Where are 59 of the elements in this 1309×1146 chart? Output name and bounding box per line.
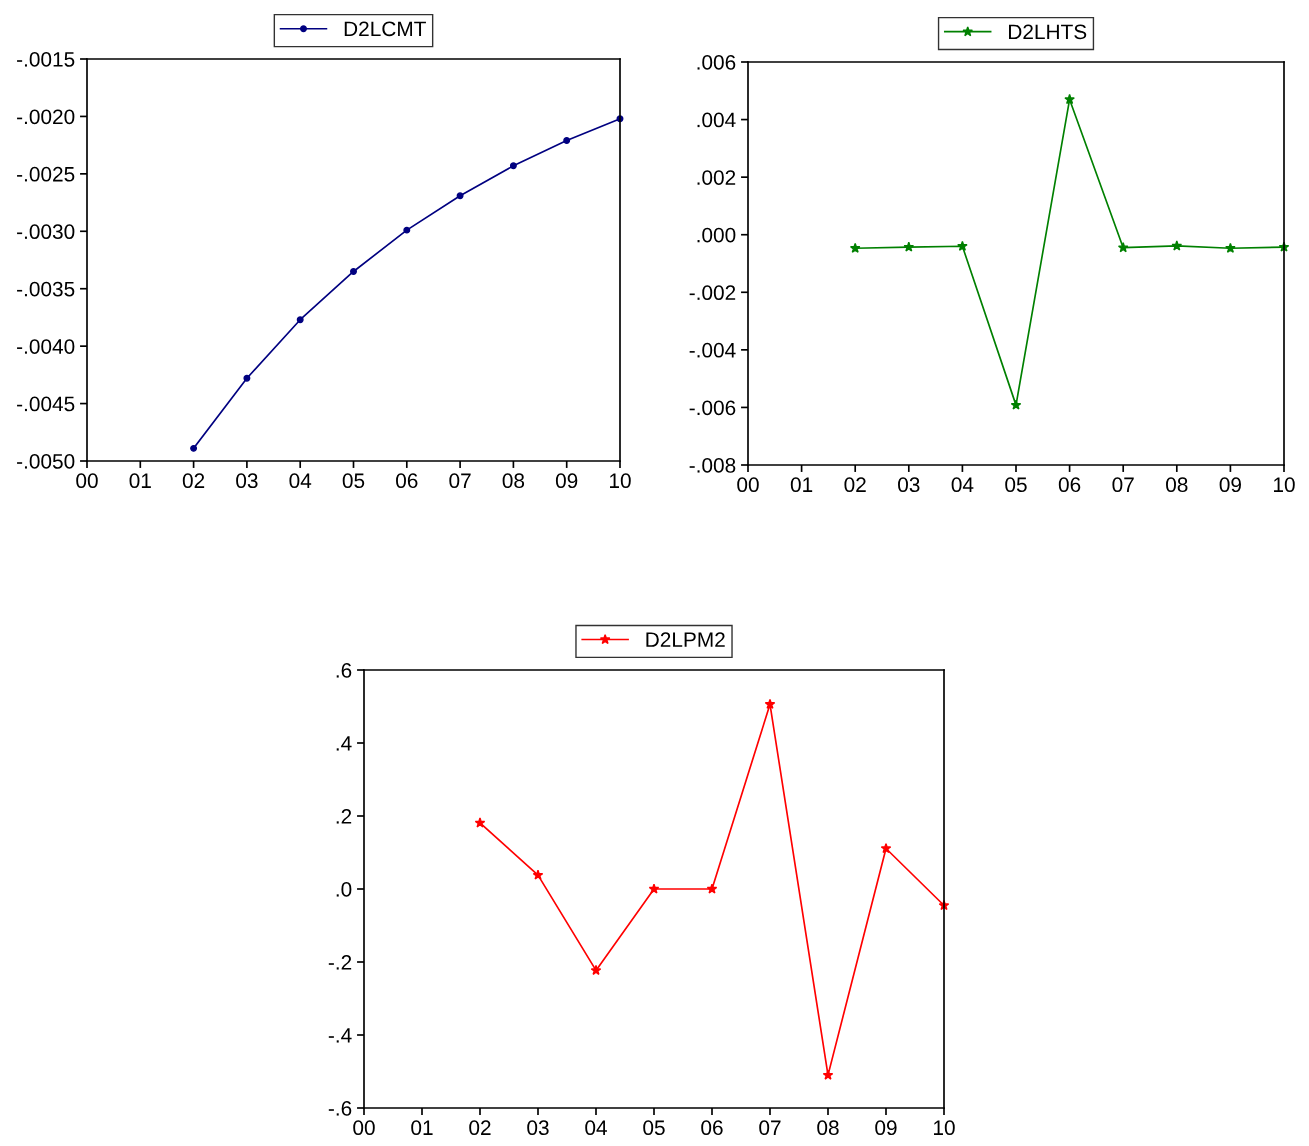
x-tick-label: 09 [875, 1120, 897, 1136]
x-tick-label: 09 [1219, 477, 1241, 493]
y-tick-label: -.008 [689, 458, 736, 473]
x-tick-label: 03 [527, 1120, 549, 1136]
x-tick-label: 05 [1005, 477, 1027, 493]
y-tick-label: .002 [697, 170, 736, 185]
x-tick-label: 10 [610, 473, 631, 489]
x-tick-label: 06 [701, 1120, 723, 1136]
x-tick-label: 00 [353, 1120, 375, 1136]
x-tick-label: 05 [643, 1120, 665, 1136]
x-tick-label: 04 [289, 473, 312, 489]
x-tick-label: 10 [1274, 477, 1295, 493]
y-tick-label: -.0045 [17, 396, 75, 412]
y-tick-label: .000 [697, 227, 736, 243]
x-tick-label: 10 [934, 1120, 955, 1136]
x-tick-label: 01 [790, 477, 813, 493]
y-tick-label: .006 [697, 55, 736, 70]
y-tick-label: -.002 [689, 285, 736, 301]
x-tick-label: 07 [1112, 477, 1134, 493]
y-tick-label: .4 [336, 736, 352, 751]
x-tick-label: 04 [585, 1120, 607, 1136]
y-tick-label: -.0040 [17, 339, 75, 354]
x-tick-label: 08 [1166, 477, 1188, 493]
y-tick-label: -.0030 [17, 224, 75, 240]
y-tick-label: -.4 [328, 1028, 352, 1043]
x-tick-label: 01 [129, 473, 151, 489]
y-tick-label: .0 [336, 882, 352, 897]
x-tick-label: 07 [759, 1120, 781, 1136]
x-tick-label: 00 [737, 477, 759, 493]
y-tick-label: -.006 [689, 400, 736, 416]
y-tick-label: -.004 [689, 342, 736, 358]
legend-label: D2LCMT [344, 21, 426, 37]
x-tick-label: 08 [502, 473, 525, 489]
x-tick-label: 07 [449, 473, 471, 489]
y-tick-label: -.0035 [17, 281, 75, 297]
y-tick-label: .004 [697, 112, 736, 128]
y-tick-label: -.0050 [17, 454, 75, 469]
y-tick-label: -.0020 [17, 109, 75, 125]
x-tick-label: 02 [182, 473, 205, 489]
x-tick-label: 02 [469, 1120, 491, 1136]
x-tick-label: 06 [1058, 477, 1081, 493]
y-tick-label: .2 [336, 809, 352, 824]
y-tick-label: .6 [336, 663, 352, 678]
x-tick-label: 06 [396, 473, 418, 489]
x-tick-label: 03 [236, 473, 258, 489]
x-tick-label: 03 [898, 477, 920, 493]
x-tick-label: 08 [817, 1120, 839, 1136]
x-tick-label: 02 [844, 477, 866, 493]
y-tick-label: -.6 [328, 1101, 352, 1116]
x-tick-label: 01 [411, 1120, 433, 1136]
x-tick-label: 09 [555, 473, 578, 489]
y-tick-label: -.2 [328, 955, 352, 970]
x-tick-label: 04 [951, 477, 974, 493]
x-tick-label: 05 [342, 473, 365, 489]
x-tick-label: 00 [76, 473, 98, 489]
y-tick-label: -.0015 [17, 52, 75, 67]
legend-label: D2LPM2 [646, 632, 725, 647]
y-tick-label: -.0025 [17, 166, 75, 182]
legend-label: D2LHTS [1009, 24, 1087, 40]
